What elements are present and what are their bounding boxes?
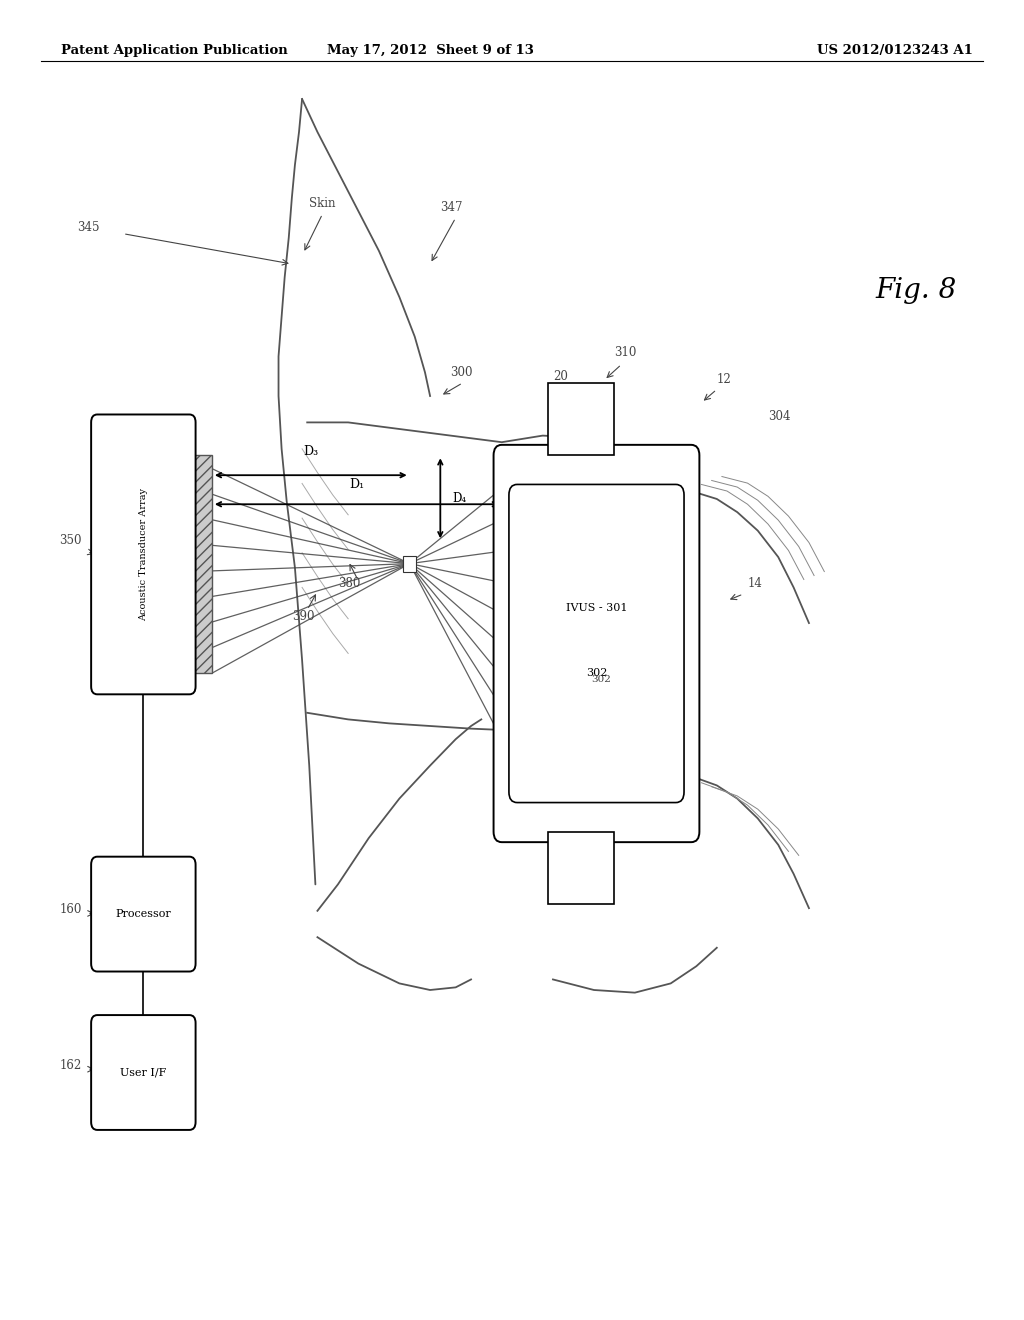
Bar [548, 383, 614, 455]
Text: 12: 12 [717, 372, 731, 385]
Text: 350: 350 [59, 533, 82, 546]
Text: US 2012/0123243 A1: US 2012/0123243 A1 [817, 44, 973, 57]
Text: 162: 162 [59, 1059, 82, 1072]
Text: 345: 345 [77, 220, 99, 234]
Text: D₄: D₄ [453, 492, 467, 504]
Text: 302: 302 [586, 668, 607, 678]
Text: 380: 380 [338, 577, 360, 590]
Text: May 17, 2012  Sheet 9 of 13: May 17, 2012 Sheet 9 of 13 [327, 44, 534, 57]
Text: Acoustic Transducer Array: Acoustic Transducer Array [139, 488, 147, 620]
FancyBboxPatch shape [91, 414, 196, 694]
FancyBboxPatch shape [494, 445, 699, 842]
Text: D₂: D₂ [518, 832, 531, 845]
Text: 390: 390 [292, 610, 314, 623]
Bar [189, 455, 212, 673]
Text: Patent Application Publication: Patent Application Publication [61, 44, 288, 57]
Text: 20: 20 [553, 370, 568, 383]
FancyBboxPatch shape [509, 484, 684, 803]
Text: 160: 160 [59, 903, 82, 916]
FancyBboxPatch shape [91, 857, 196, 972]
Text: Processor: Processor [116, 909, 171, 919]
Text: Skin: Skin [309, 197, 336, 210]
Text: 300: 300 [451, 366, 473, 379]
Text: 310: 310 [614, 346, 637, 359]
Text: User I/F: User I/F [120, 1068, 167, 1077]
Text: D₃: D₃ [303, 445, 318, 458]
Bar [548, 832, 614, 904]
Bar [403, 556, 416, 572]
Text: 304: 304 [768, 409, 791, 422]
FancyBboxPatch shape [91, 1015, 196, 1130]
Text: 347: 347 [440, 201, 463, 214]
Text: Fig. 8: Fig. 8 [876, 277, 957, 304]
Text: 302: 302 [592, 675, 611, 684]
Text: D₁: D₁ [349, 478, 365, 491]
Text: 14: 14 [748, 577, 763, 590]
Text: IVUS - 301: IVUS - 301 [565, 603, 628, 612]
